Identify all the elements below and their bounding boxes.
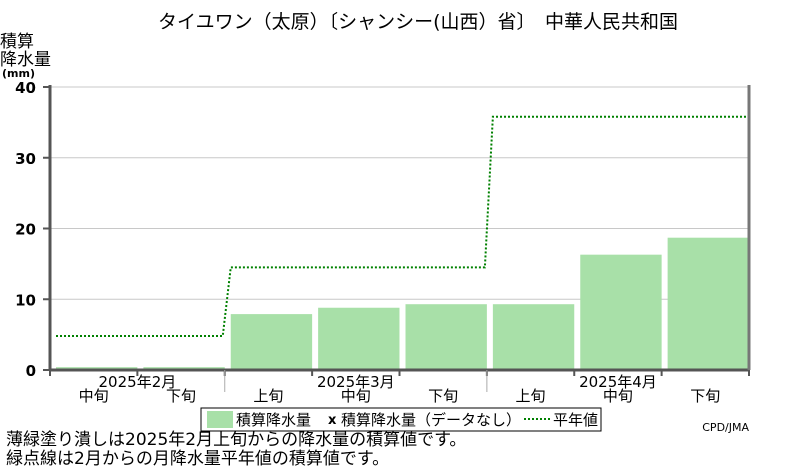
note-line-2: 緑点線は2月からの月降水量平年値の積算値です。 (6, 449, 390, 469)
x-tick-label-5: 上旬 (516, 387, 546, 405)
source-credit: CPD/JMA (702, 421, 749, 434)
note-line-1: 薄緑塗り潰しは2025年2月上旬からの降水量の積算値です。 (6, 430, 467, 450)
y-axis-label-line2: 降水量 (0, 50, 51, 70)
x-tick-label-1: 下旬 (166, 387, 196, 405)
bar-3 (318, 307, 400, 370)
y-axis-label-line1: 積算 (0, 32, 34, 52)
y-tick-label-2: 20 (15, 221, 36, 239)
y-tick-label-1: 10 (15, 291, 36, 309)
month-label-2: 2025年4月 (579, 373, 657, 391)
y-tick-labels: 0 10 20 30 40 (15, 79, 50, 380)
y-tick-label-3: 30 (15, 150, 36, 168)
month-label-0: 2025年2月 (99, 373, 177, 391)
bar-2 (230, 314, 313, 370)
y-axis-unit: (mm) (2, 67, 35, 80)
bar-4 (405, 304, 487, 370)
bar-6 (580, 254, 662, 370)
legend-swatch-bar (207, 411, 233, 428)
legend: 積算降水量 x 積算降水量（データなし） 平年値 (200, 407, 602, 432)
bars (56, 237, 749, 370)
legend-nodata-marker: x (328, 413, 337, 428)
x-tick-label-7: 下旬 (690, 387, 720, 405)
x-tick-labels: 中旬 下旬 上旬 中旬 下旬 上旬 中旬 下旬 (49, 370, 750, 405)
legend-label-bar: 積算降水量 (236, 411, 311, 429)
x-tick-label-6: 中旬 (603, 387, 633, 405)
x-tick-label-0: 中旬 (79, 387, 109, 405)
chart-title: タイユワン（太原）〔シャンシー(山西）省〕 中華人民共和国 (158, 11, 678, 33)
y-tick-label-4: 40 (15, 79, 36, 97)
x-tick-label-4: 下旬 (428, 387, 458, 405)
bar-7 (667, 237, 749, 370)
month-label-1: 2025年3月 (317, 373, 395, 391)
month-labels: 2025年2月 2025年3月 2025年4月 (99, 370, 657, 392)
bar-5 (492, 304, 575, 370)
y-tick-label-0: 0 (26, 362, 36, 380)
legend-label-nodata: 積算降水量（データなし） (341, 411, 521, 429)
legend-label-normal: 平年値 (553, 411, 598, 429)
x-tick-label-3: 中旬 (341, 387, 371, 405)
x-tick-label-2: 上旬 (253, 387, 283, 405)
